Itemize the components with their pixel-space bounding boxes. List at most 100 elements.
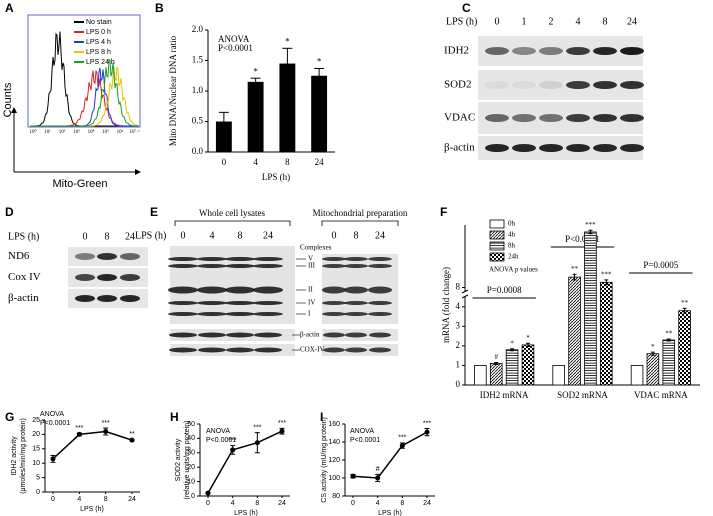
bar — [568, 276, 581, 386]
blot-row-label: VDAC — [444, 112, 475, 124]
y-tick-label: 2.0 — [192, 24, 204, 34]
plot-frame — [27, 14, 141, 128]
blot-band — [254, 347, 282, 353]
data-point — [375, 475, 381, 481]
group-label: Mitochondrial preparation — [313, 208, 408, 218]
blot-band — [169, 332, 197, 338]
data-point — [350, 473, 356, 479]
x-tick-label: 8 — [255, 500, 259, 507]
loading-label: β-actin — [300, 331, 320, 339]
blot-band — [566, 47, 590, 55]
annotation: ANOVA — [206, 428, 230, 435]
significance: * — [510, 339, 514, 347]
x-axis-label: LPS (h) — [262, 172, 290, 182]
blot-row-label: β-actin — [8, 292, 39, 304]
y-tick-label: 10 — [32, 460, 40, 467]
blot-band — [97, 274, 117, 281]
x-tick-label: 4 — [231, 500, 235, 507]
blot-band — [168, 264, 198, 268]
blot-band — [368, 264, 392, 268]
significance: *** — [585, 221, 596, 229]
y-tick-label: 20 — [32, 431, 40, 438]
blot-row-label: Cox IV — [8, 271, 41, 283]
blot-band — [620, 144, 644, 152]
legend-label: 8h — [508, 242, 516, 250]
lane-header: LPS (h) — [135, 230, 166, 241]
x-tick-label: 24 — [423, 500, 431, 507]
blot-band — [75, 274, 95, 281]
blot-band — [369, 332, 391, 338]
blot-band — [344, 264, 368, 268]
x-axis-label: LPS (h) — [80, 506, 104, 513]
blot-band — [323, 332, 345, 338]
legend-label: No stain — [86, 19, 112, 26]
y-axis-label: Mito DNA/Nuclear DNA ratio — [168, 35, 178, 146]
blot-band — [593, 47, 617, 55]
panel-letter: E — [150, 205, 158, 219]
y-tick-label: 5 — [36, 474, 40, 481]
y-axis-label: CS activity (mU/mg protein) — [321, 417, 328, 503]
blot-band — [593, 144, 617, 152]
legend-label: 24h — [508, 253, 519, 261]
complex-label: I — [308, 310, 311, 318]
blot-band — [485, 47, 509, 55]
blot-band — [120, 274, 140, 281]
x-tick-label: 4 — [253, 157, 258, 167]
x-tick-label: 10³ — [73, 129, 80, 135]
y-tick-label: 10 — [187, 478, 195, 485]
significance: *** — [601, 270, 612, 278]
blot-band — [322, 257, 346, 261]
blot-band — [593, 81, 617, 89]
lane-header: LPS (h) — [8, 231, 39, 242]
blot-band — [198, 332, 226, 338]
x-tick-label: 24 — [315, 157, 325, 167]
y-axis-label: (relative units/mg protein) — [184, 421, 191, 500]
significance: *** — [253, 424, 261, 431]
x-axis-label: Mito-Green — [52, 178, 107, 190]
lane-label: 24 — [627, 16, 637, 27]
lane-label: 0 — [181, 230, 186, 241]
blot-band — [344, 301, 368, 305]
blot-band — [226, 347, 254, 353]
x-axis-label: LPS (h) — [234, 510, 258, 516]
annotation: ANOVA — [218, 34, 250, 44]
panel-letter: H — [170, 410, 179, 424]
significance: # — [376, 466, 380, 473]
blot-band — [97, 295, 117, 302]
lane-label: 4 — [210, 230, 215, 241]
y-tick-label: 1.0 — [192, 85, 204, 95]
blot-band — [197, 286, 227, 294]
bar — [662, 339, 676, 386]
blot-band — [197, 257, 227, 261]
bar — [279, 63, 296, 152]
y-axis-label: mRNA (fold change) — [441, 267, 451, 343]
blot-band — [226, 332, 254, 338]
blot-band — [120, 253, 140, 260]
group-bracket — [321, 220, 399, 226]
axis-break — [461, 289, 469, 294]
blot-band — [485, 114, 509, 122]
y-tick-label: 1.5 — [192, 55, 204, 65]
lane-label: 8 — [105, 231, 110, 242]
blot-band — [168, 286, 198, 294]
blot-band — [345, 347, 367, 353]
anova-label: P=0.0008 — [487, 285, 522, 295]
y-axis-label: IDH2 activity — [11, 436, 18, 476]
data-point — [254, 440, 260, 446]
blot-row-label: β-actin — [444, 142, 475, 154]
lane-label: 8 — [354, 230, 359, 241]
blot-band — [345, 332, 367, 338]
blot-band — [368, 286, 392, 294]
y-tick-label: 20 — [187, 464, 195, 471]
significance: * — [651, 343, 655, 351]
complex-label: III — [308, 262, 316, 270]
data-point — [230, 447, 236, 453]
lane-label: 8 — [603, 16, 608, 27]
y-tick-label: 0.0 — [192, 146, 204, 156]
significance: * — [526, 334, 530, 342]
y-tick-label: 0.5 — [192, 116, 204, 126]
panel-letter: C — [462, 1, 471, 15]
panel-letter: I — [320, 410, 323, 424]
legend-swatch — [489, 230, 505, 240]
data-point — [399, 443, 405, 449]
